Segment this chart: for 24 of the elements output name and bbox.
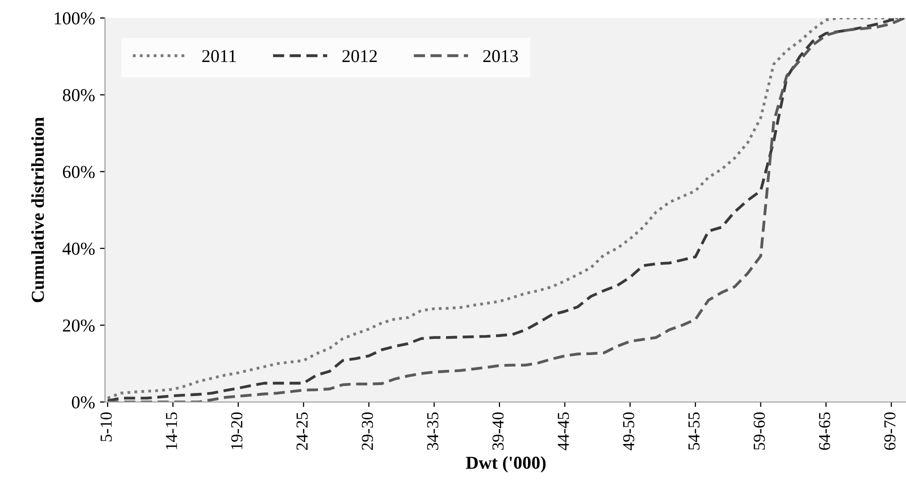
x-tick-label: 59-60 <box>754 412 765 450</box>
y-tick-label: 60% <box>62 166 95 178</box>
x-tick-label: 5-10 <box>100 412 112 442</box>
x-tick-label: 29-30 <box>362 412 374 450</box>
y-tick-label: 100% <box>54 12 95 24</box>
x-tick-label: 19-20 <box>231 412 242 450</box>
x-tick-label: 54-55 <box>688 412 700 450</box>
x-tick-label: 14-15 <box>166 412 178 450</box>
legend-label: 2012 <box>342 50 377 62</box>
x-tick-label: 64-65 <box>818 412 830 450</box>
x-tick-label: 44-45 <box>558 412 569 450</box>
y-tick-label: 0% <box>72 396 95 408</box>
y-tick-label: 80% <box>62 89 95 102</box>
y-tick-label: 40% <box>62 242 95 255</box>
x-tick-label: 49-50 <box>623 412 634 450</box>
y-tick-label: 20% <box>62 319 95 332</box>
legend-label: 2013 <box>483 50 518 62</box>
x-tick-label: 39-40 <box>492 412 504 450</box>
legend-label: 2011 <box>202 50 236 62</box>
x-tick-label: 69-70 <box>884 412 896 450</box>
x-tick-label: 34-35 <box>427 412 438 450</box>
x-tick-label: 24-25 <box>296 412 308 450</box>
y-axis-title: Cumulative distribution <box>31 117 44 302</box>
x-axis-title: Dwt ('000) <box>466 456 546 473</box>
